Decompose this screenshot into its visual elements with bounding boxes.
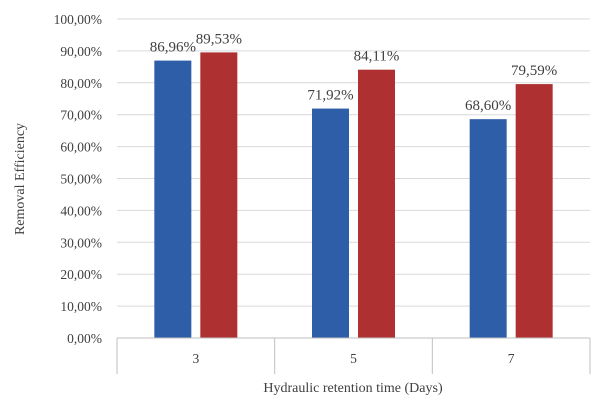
y-tick-label: 60,00% xyxy=(60,140,102,155)
data-labels: 86,96%89,53% 71,92% 84,11% 68,60% 79,59% xyxy=(150,31,558,114)
bar xyxy=(358,69,395,339)
y-tick-label: 90,00% xyxy=(60,44,102,59)
bars xyxy=(154,52,553,339)
y-tick-label: 30,00% xyxy=(60,235,102,250)
data-label: 86,96% xyxy=(150,40,196,56)
y-tick-label: 50,00% xyxy=(60,172,102,187)
y-tick-label: 100,00% xyxy=(54,12,102,27)
x-tick-label: 3 xyxy=(192,351,199,366)
data-label: 68,60% xyxy=(465,98,511,114)
bar xyxy=(469,119,507,338)
data-label: 71,92% xyxy=(307,88,353,104)
x-axis-label: Hydraulic retention time (Days) xyxy=(263,381,443,396)
y-tick-label: 70,00% xyxy=(60,108,102,123)
y-tick-label: 0,00% xyxy=(67,331,102,346)
data-label: 79,59% xyxy=(511,63,557,79)
x-tick-labels: 3 5 7 xyxy=(192,351,514,366)
y-axis-label: Removal Efficiency xyxy=(13,123,28,235)
bar xyxy=(154,60,192,339)
bar xyxy=(200,52,238,339)
y-tick-label: 10,00% xyxy=(60,299,102,314)
y-tick-label: 40,00% xyxy=(60,203,102,218)
y-tick-label: 20,00% xyxy=(60,267,102,282)
bar xyxy=(312,108,349,339)
bar xyxy=(515,84,553,338)
x-tick-label: 5 xyxy=(350,351,357,366)
y-tick-label: 80,00% xyxy=(60,76,102,91)
data-label: 89,53% xyxy=(196,31,242,47)
x-tick-label: 7 xyxy=(508,351,515,366)
axes xyxy=(116,337,591,374)
gridlines xyxy=(117,18,590,307)
data-label: 84,11% xyxy=(354,49,400,65)
y-tick-labels: 0,00% 10,00% 20,00% 30,00% 40,00% 50,00% 60,00… xyxy=(54,12,102,346)
